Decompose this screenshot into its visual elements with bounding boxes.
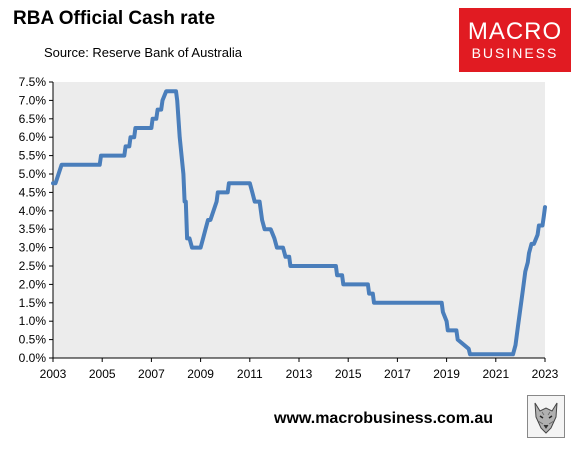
y-tick-label: 4.5% [19, 185, 47, 199]
x-tick-label: 2015 [335, 367, 362, 381]
x-tick-label: 2009 [187, 367, 214, 381]
logo-text-macro: MACRO [467, 18, 563, 45]
chart-title: RBA Official Cash rate [13, 8, 216, 29]
cash-rate-chart: 0.0% 0.5% 1.0% 1.5% 2.0% 2.5% 3.0% 3.5% 4.0% 4.5%… [19, 75, 559, 381]
x-tick-label: 2003 [40, 367, 67, 381]
x-tick-label: 2007 [138, 367, 165, 381]
y-tick-label: 4.0% [19, 204, 47, 218]
x-tick-label: 2011 [237, 367, 263, 381]
x-tick-label: 2019 [433, 367, 460, 381]
x-tick-label: 2013 [286, 367, 313, 381]
y-tick-label: 6.0% [19, 130, 47, 144]
logo-text-business: BUSINESS [471, 45, 559, 61]
y-tick-label: 1.0% [19, 314, 47, 328]
wolf-emblem-icon [527, 395, 565, 438]
x-tick-label: 2023 [532, 367, 559, 381]
plot-area [53, 82, 545, 358]
y-tick-label: 2.0% [19, 277, 47, 291]
website-url: www.macrobusiness.com.au [274, 410, 494, 427]
x-tick-label: 2021 [482, 367, 509, 381]
y-tick-label: 5.0% [19, 167, 47, 181]
y-tick-label: 6.5% [19, 112, 47, 126]
macrobusiness-logo: MACRO BUSINESS [459, 8, 571, 72]
y-tick-label: 2.5% [19, 259, 47, 273]
chart-subtitle: Source: Reserve Bank of Australia [44, 45, 242, 60]
cash-rate-line [51, 89, 547, 357]
y-tick-label: 0.0% [19, 351, 47, 365]
y-tick-label: 3.0% [19, 241, 47, 255]
y-tick-label: 0.5% [19, 333, 47, 347]
x-axis: 2003 2005 2007 2009 2011 2013 2015 2017 2019 2021… [40, 357, 559, 381]
y-tick-label: 1.5% [19, 296, 47, 310]
y-tick-label: 7.5% [19, 75, 47, 89]
y-tick-label: 3.5% [19, 222, 47, 236]
y-axis: 0.0% 0.5% 1.0% 1.5% 2.0% 2.5% 3.0% 3.5% 4.0% 4.5%… [19, 75, 54, 365]
x-tick-label: 2017 [384, 367, 411, 381]
y-tick-label: 7.0% [19, 93, 47, 107]
y-tick-label: 5.5% [19, 149, 47, 163]
x-tick-label: 2005 [89, 367, 116, 381]
